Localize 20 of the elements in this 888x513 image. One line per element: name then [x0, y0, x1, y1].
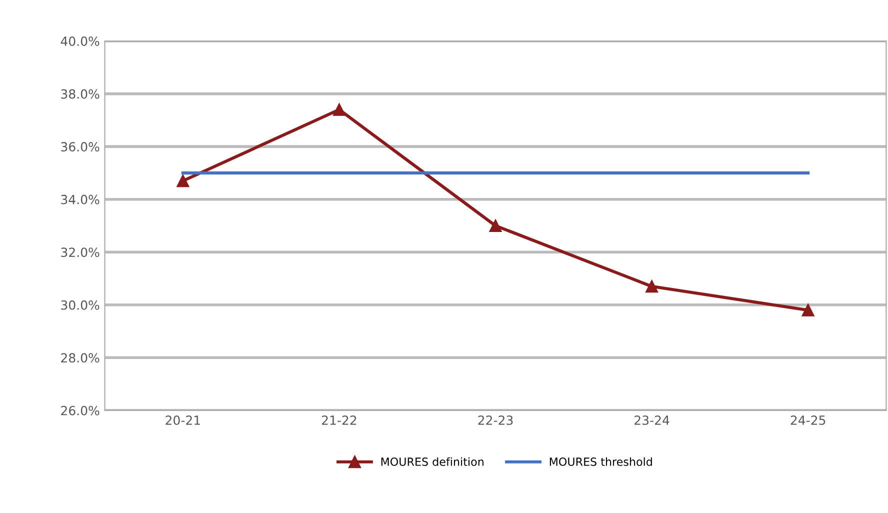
- y-tick-label: 34.0%: [61, 194, 100, 204]
- y-tick-label: 26.0%: [61, 406, 100, 416]
- y-tick-label: 36.0%: [61, 142, 100, 152]
- point: [802, 304, 814, 316]
- x-tick-label: 23-24: [634, 415, 670, 425]
- y-tick-label: 28.0%: [61, 353, 100, 363]
- x-tick-label: 21-22: [322, 415, 356, 425]
- x-tick-label: 22-23: [478, 415, 513, 425]
- x-tick-label: 24-25: [790, 415, 826, 425]
- point: [332, 103, 346, 116]
- legend-label: MOURES threshold: [550, 457, 652, 466]
- legend-label: MOURES definition: [381, 457, 484, 466]
- y-tick-label: 40.0%: [60, 36, 100, 46]
- y-tick-label: 32.0%: [61, 248, 100, 258]
- y-tick-label: 30.0%: [61, 300, 100, 310]
- point: [489, 219, 502, 232]
- point: [646, 280, 658, 293]
- y-tick-label: 38.0%: [61, 89, 100, 99]
- point: [176, 174, 190, 188]
- x-tick-label: 20-21: [166, 415, 200, 425]
